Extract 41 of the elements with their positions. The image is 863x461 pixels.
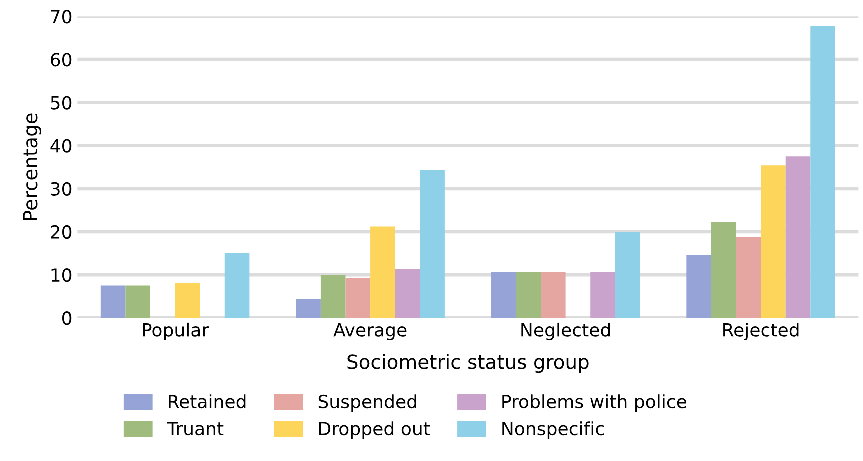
bar bbox=[395, 268, 420, 318]
x-tick-label: Rejected bbox=[724, 322, 799, 340]
bar bbox=[590, 272, 616, 318]
bar bbox=[686, 255, 712, 318]
y-tick-label: 40 bbox=[50, 139, 72, 153]
bar bbox=[761, 166, 786, 318]
x-tick-label: Average bbox=[334, 324, 407, 340]
legend-label: Retained bbox=[169, 394, 246, 409]
bar bbox=[491, 272, 516, 318]
x-axis-title: Sociometric status group bbox=[348, 354, 589, 374]
bar bbox=[175, 283, 200, 318]
bar bbox=[810, 26, 836, 318]
bar bbox=[296, 299, 321, 318]
legend-label: Nonspecific bbox=[502, 422, 604, 440]
bar bbox=[420, 170, 445, 318]
bar bbox=[615, 232, 640, 318]
bar bbox=[100, 286, 126, 318]
y-tick-label: 10 bbox=[52, 268, 72, 282]
y-axis-title: Percentage bbox=[23, 114, 42, 220]
y-tick-label: 60 bbox=[51, 53, 72, 67]
y-tick-label: 70 bbox=[51, 10, 72, 24]
bar bbox=[320, 275, 346, 318]
y-tick-label: 50 bbox=[51, 96, 72, 110]
x-tick-label: Neglected bbox=[522, 322, 610, 340]
bar bbox=[126, 286, 150, 318]
bar bbox=[370, 226, 396, 318]
bar bbox=[346, 278, 371, 318]
bar bbox=[224, 253, 250, 318]
legend-label: Truant bbox=[167, 422, 224, 436]
y-tick-label: 20 bbox=[51, 225, 72, 240]
y-tick-label: 0 bbox=[62, 312, 72, 326]
bar bbox=[736, 238, 762, 318]
x-tick-label: Popular bbox=[143, 322, 210, 340]
y-tick-label: 30 bbox=[51, 182, 72, 196]
bar bbox=[711, 222, 736, 318]
legend-label: Suspended bbox=[318, 394, 416, 412]
bar bbox=[541, 272, 566, 318]
bar bbox=[786, 156, 811, 318]
legend-label: Dropped out bbox=[319, 422, 430, 440]
legend-label: Problems with police bbox=[502, 394, 687, 412]
bar bbox=[516, 272, 542, 318]
